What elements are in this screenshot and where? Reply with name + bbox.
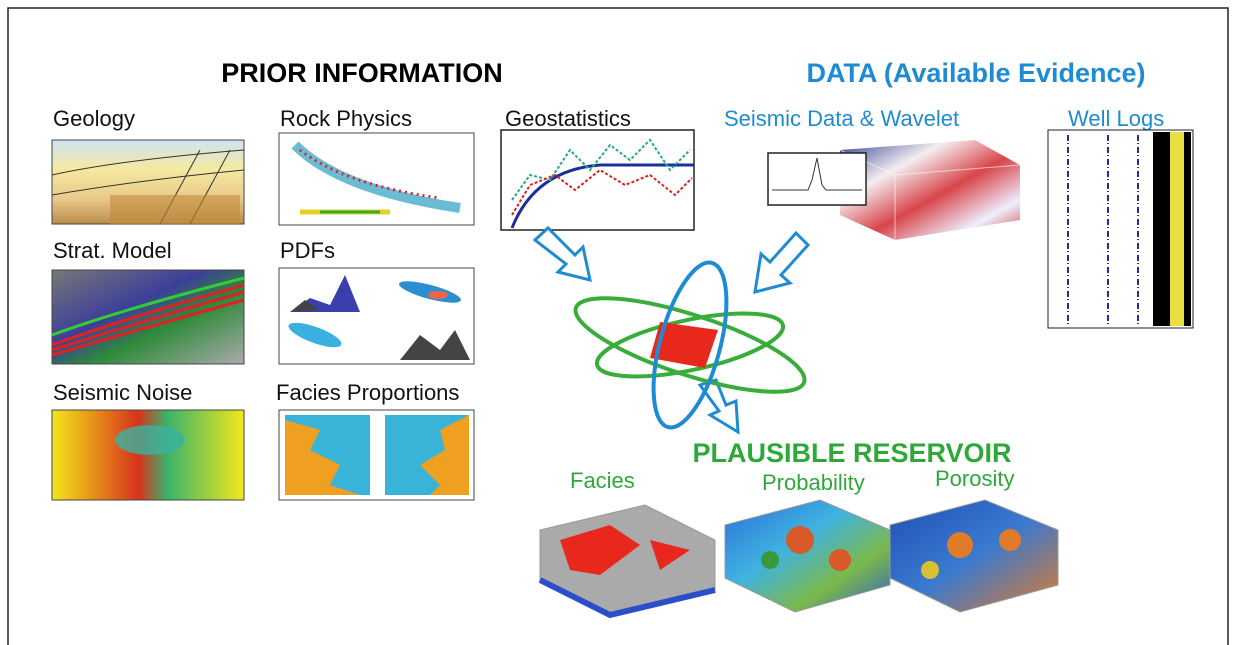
rock-physics-image — [278, 132, 475, 226]
seismic-noise-image-part — [115, 425, 185, 455]
rock-physics-image-part — [299, 148, 441, 200]
seismic-cube-image-part — [767, 152, 867, 206]
porosity-cube-part — [921, 561, 939, 579]
facies-cube-part — [560, 525, 690, 575]
model-symbol-part — [651, 260, 729, 430]
porosity-cube-part — [889, 499, 1059, 613]
seismic-noise-image-part — [51, 409, 245, 501]
panel-label: Seismic Data & Wavelet — [724, 106, 959, 131]
geostatistics-image-part — [511, 168, 693, 216]
geology-image — [51, 139, 245, 225]
well-logs-image-part — [1170, 132, 1184, 326]
frame — [7, 7, 1229, 645]
seismic-cube-image-part — [772, 157, 862, 191]
facies-proportions-image — [278, 409, 475, 501]
strat-model-image — [51, 269, 245, 365]
panel-label: Probability — [762, 470, 865, 495]
panel-label: Geology — [53, 106, 135, 131]
model-symbol-part — [594, 311, 786, 379]
panel-label: Geostatistics — [505, 106, 631, 131]
well-logs-image — [1047, 129, 1194, 329]
probability-cube-part — [829, 549, 851, 571]
strat-model-image-part — [51, 276, 245, 337]
pdfs-image-part — [428, 291, 448, 299]
strat-model-image-part — [51, 283, 245, 357]
rock-physics-image-part — [291, 141, 461, 213]
facies-cube — [538, 504, 716, 619]
pdfs-image-part — [400, 330, 470, 360]
prior-header: PRIOR INFORMATION — [221, 58, 502, 88]
panel-label: Facies Proportions — [276, 380, 459, 405]
panel-label: Seismic Noise — [53, 380, 192, 405]
model-symbol — [573, 260, 807, 430]
seismic-noise-image — [51, 409, 245, 501]
porosity-cube — [889, 499, 1059, 613]
panel-label: Rock Physics — [280, 106, 412, 131]
geostatistics-image — [500, 129, 695, 231]
geostatistics-image-part — [500, 129, 695, 231]
geology-image-part — [51, 149, 245, 225]
panel-label: Strat. Model — [53, 238, 172, 263]
probability-cube — [724, 499, 891, 613]
geology-image-part — [110, 195, 240, 224]
probability-cube-part — [761, 551, 779, 569]
arrow-part — [753, 230, 811, 295]
facies-proportions-image-part — [285, 420, 360, 495]
seismic-cube-image-part — [840, 140, 1020, 240]
geostatistics-image-part — [511, 138, 691, 201]
panel-label: PDFs — [280, 238, 335, 263]
pdfs-image — [278, 267, 475, 365]
pdfs-image-part — [288, 322, 342, 348]
arrow-part — [532, 225, 592, 283]
panel-label: Porosity — [935, 466, 1014, 491]
probability-cube-part — [724, 499, 891, 613]
porosity-cube-part — [999, 529, 1021, 551]
data-header: DATA (Available Evidence) — [806, 58, 1145, 88]
seismic-cube-image — [767, 140, 1021, 240]
facies-proportions-image-part — [420, 415, 469, 495]
probability-cube-part — [786, 526, 814, 554]
panel-label: Well Logs — [1068, 106, 1164, 131]
panel-label: Facies — [570, 468, 635, 493]
well-logs-image-part — [1067, 135, 1139, 325]
facies-cube-part — [538, 577, 716, 619]
pdfs-image-part — [290, 300, 320, 312]
result-header: PLAUSIBLE RESERVOIR — [692, 438, 1011, 468]
model-symbol-part — [650, 322, 718, 368]
porosity-cube-part — [947, 532, 973, 558]
arrow — [532, 225, 811, 435]
